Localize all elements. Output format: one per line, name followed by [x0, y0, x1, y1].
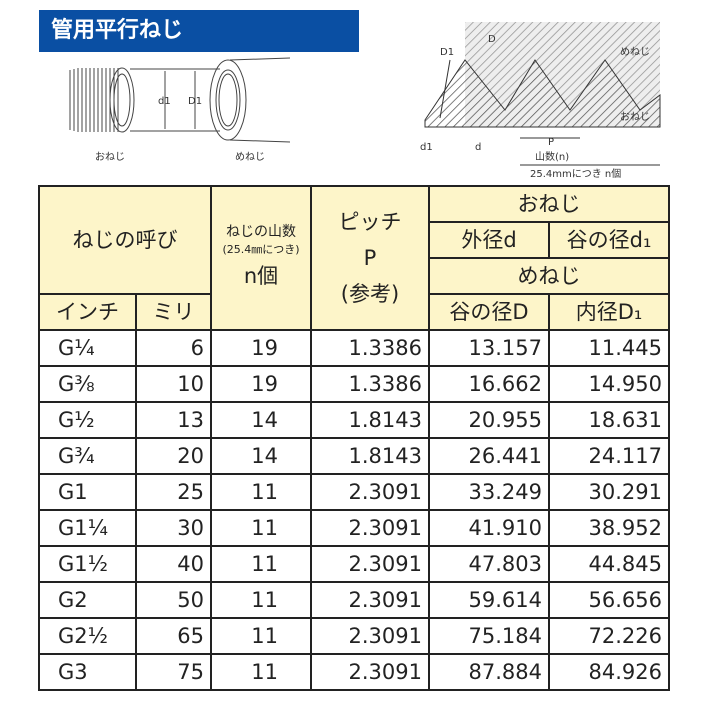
- cell-diameter-1: 16.662: [428, 365, 550, 403]
- thread-profile-diagram: めねじ おねじ D D1 d d1 P 山数(n) 25.4mmにつき n個: [420, 22, 661, 180]
- svg-text:おねじ: おねじ: [620, 111, 650, 123]
- table-row: G½ 13 14 1.8143 20.955 18.631: [38, 401, 670, 439]
- cell-inch: G⅜: [38, 365, 137, 403]
- svg-text:25.4mmにつき n個: 25.4mmにつき n個: [530, 167, 621, 180]
- cell-mm: 75: [135, 653, 212, 691]
- svg-text:d: d: [475, 142, 481, 153]
- cell-mm: 30: [135, 509, 212, 547]
- svg-text:おねじ: おねじ: [95, 151, 125, 163]
- svg-text:D1: D1: [188, 96, 202, 107]
- svg-text:d1: d1: [420, 142, 433, 153]
- cell-mm: 6: [135, 329, 212, 367]
- cell-threads: 11: [210, 509, 312, 547]
- pipe-thread-illustration: d1 D1 おねじ めねじ: [69, 57, 290, 163]
- header-pitch: ピッチ P (参考): [310, 185, 430, 331]
- cell-diameter-2: 56.656: [548, 581, 670, 619]
- cell-diameter-2: 44.845: [548, 545, 670, 583]
- table-row: G2 50 11 2.3091 59.614 56.656: [38, 581, 670, 619]
- cell-mm: 13: [135, 401, 212, 439]
- table-row: G1½ 40 11 2.3091 47.803 44.845: [38, 545, 670, 583]
- cell-threads: 14: [210, 401, 312, 439]
- cell-pitch: 2.3091: [310, 545, 430, 583]
- table-row: G1 25 11 2.3091 33.249 30.291: [38, 473, 670, 511]
- header-mm: ミリ: [135, 293, 212, 331]
- cell-inch: G¼: [38, 329, 137, 367]
- cell-diameter-1: 75.184: [428, 617, 550, 655]
- cell-diameter-1: 33.249: [428, 473, 550, 511]
- page-title: 管用平行ねじ: [39, 10, 359, 52]
- cell-inch: G¾: [38, 437, 137, 475]
- cell-threads: 11: [210, 545, 312, 583]
- cell-mm: 40: [135, 545, 212, 583]
- cell-diameter-2: 18.631: [548, 401, 670, 439]
- cell-inch: G1: [38, 473, 137, 511]
- header-inner-diameter: 内径D₁: [548, 293, 670, 331]
- cell-threads: 11: [210, 617, 312, 655]
- table-row: G¾ 20 14 1.8143 26.441 24.117: [38, 437, 670, 475]
- cell-threads: 11: [210, 581, 312, 619]
- cell-pitch: 1.3386: [310, 365, 430, 403]
- cell-mm: 20: [135, 437, 212, 475]
- header-male-thread: おねじ: [428, 185, 670, 223]
- thread-spec-table: ねじの呼び ねじの山数 (25.4㎜につき) n個 ピッチ P (参考) おねじ 外…: [38, 185, 670, 691]
- cell-pitch: 1.3386: [310, 329, 430, 367]
- svg-text:山数(n): 山数(n): [535, 150, 569, 163]
- header-female-thread: めねじ: [428, 257, 670, 295]
- cell-pitch: 2.3091: [310, 509, 430, 547]
- cell-pitch: 1.8143: [310, 401, 430, 439]
- svg-text:P: P: [548, 137, 554, 148]
- header-inch: インチ: [38, 293, 137, 331]
- table-row: G⅜ 10 19 1.3386 16.662 14.950: [38, 365, 670, 403]
- cell-inch: G½: [38, 401, 137, 439]
- cell-diameter-1: 59.614: [428, 581, 550, 619]
- cell-pitch: 2.3091: [310, 473, 430, 511]
- table-row: G3 75 11 2.3091 87.884 84.926: [38, 653, 670, 691]
- cell-diameter-2: 84.926: [548, 653, 670, 691]
- header-thread-name: ねじの呼び: [38, 185, 212, 295]
- cell-pitch: 2.3091: [310, 617, 430, 655]
- cell-inch: G1¼: [38, 509, 137, 547]
- cell-diameter-1: 41.910: [428, 509, 550, 547]
- cell-mm: 65: [135, 617, 212, 655]
- cell-threads: 11: [210, 653, 312, 691]
- cell-threads: 11: [210, 473, 312, 511]
- header-threads: ねじの山数 (25.4㎜につき) n個: [210, 185, 312, 331]
- cell-diameter-2: 38.952: [548, 509, 670, 547]
- svg-text:D1: D1: [440, 47, 454, 58]
- table-row: G1¼ 30 11 2.3091 41.910 38.952: [38, 509, 670, 547]
- cell-pitch: 2.3091: [310, 653, 430, 691]
- cell-mm: 50: [135, 581, 212, 619]
- cell-inch: G2½: [38, 617, 137, 655]
- cell-diameter-1: 20.955: [428, 401, 550, 439]
- table-row: G2½ 65 11 2.3091 75.184 72.226: [38, 617, 670, 655]
- svg-text:めねじ: めねじ: [235, 151, 265, 163]
- svg-text:d1: d1: [158, 96, 171, 107]
- cell-threads: 14: [210, 437, 312, 475]
- cell-inch: G2: [38, 581, 137, 619]
- cell-inch: G1½: [38, 545, 137, 583]
- cell-pitch: 1.8143: [310, 437, 430, 475]
- cell-diameter-2: 14.950: [548, 365, 670, 403]
- cell-threads: 19: [210, 329, 312, 367]
- cell-diameter-1: 13.157: [428, 329, 550, 367]
- cell-diameter-1: 26.441: [428, 437, 550, 475]
- cell-mm: 25: [135, 473, 212, 511]
- cell-diameter-1: 47.803: [428, 545, 550, 583]
- cell-diameter-2: 72.226: [548, 617, 670, 655]
- svg-text:D: D: [488, 34, 496, 45]
- header-root-diameter-D: 谷の径D: [428, 293, 550, 331]
- cell-diameter-2: 30.291: [548, 473, 670, 511]
- svg-text:めねじ: めねじ: [620, 46, 650, 58]
- cell-pitch: 2.3091: [310, 581, 430, 619]
- cell-mm: 10: [135, 365, 212, 403]
- header-root-diameter-d1: 谷の径d₁: [548, 221, 670, 259]
- cell-threads: 19: [210, 365, 312, 403]
- cell-diameter-2: 24.117: [548, 437, 670, 475]
- cell-inch: G3: [38, 653, 137, 691]
- header-outer-diameter: 外径d: [428, 221, 550, 259]
- cell-diameter-1: 87.884: [428, 653, 550, 691]
- cell-diameter-2: 11.445: [548, 329, 670, 367]
- table-row: G¼ 6 19 1.3386 13.157 11.445: [38, 329, 670, 367]
